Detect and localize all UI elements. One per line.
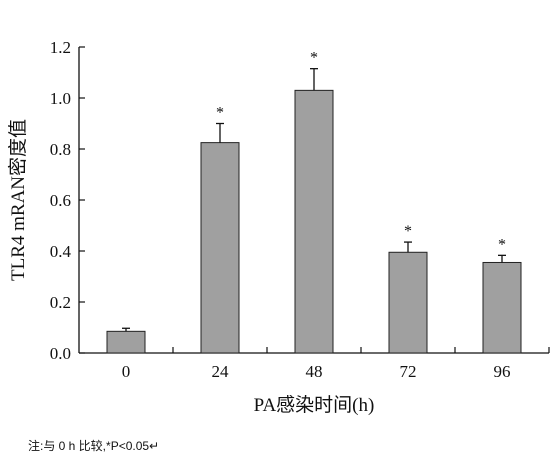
bar <box>482 261 522 354</box>
significance-star: * <box>216 105 224 122</box>
x-tick-label: 72 <box>400 362 417 381</box>
x-tick-label: 96 <box>494 362 511 381</box>
y-tick-label: 0.0 <box>50 344 71 363</box>
y-tick-label: 0.6 <box>50 191 71 210</box>
bars <box>106 89 522 354</box>
y-ticks: 0.0 0.2 0.4 0.6 0.8 1.0 1.2 <box>50 38 85 363</box>
significance-star: * <box>310 50 318 67</box>
y-tick-label: 0.2 <box>50 293 71 312</box>
significance-markers: * * * * <box>216 50 506 254</box>
bar <box>388 251 428 354</box>
bar <box>200 142 240 354</box>
y-tick-label: 1.0 <box>50 89 71 108</box>
bar <box>106 330 146 354</box>
error-bars <box>122 68 506 332</box>
significance-star: * <box>498 236 506 253</box>
bar-chart: 0.0 0.2 0.4 0.6 0.8 1.0 1.2 0 24 48 72 96 * * * * PA感… <box>7 38 550 416</box>
significance-star: * <box>404 223 412 240</box>
bar <box>294 89 334 354</box>
y-tick-label: 0.4 <box>50 242 72 261</box>
y-tick-label: 0.8 <box>50 140 71 159</box>
x-tick-label: 0 <box>122 362 131 381</box>
y-axis-title: TLR4 mRAN密度值 <box>7 119 29 281</box>
footnote: 注:与 0 h 比较,*P<0.05↵ <box>28 439 160 453</box>
x-ticks: 0 24 48 72 96 <box>122 347 550 381</box>
y-tick-label: 1.2 <box>50 38 71 57</box>
x-axis-title: PA感染时间(h) <box>254 394 375 416</box>
x-tick-label: 24 <box>212 362 230 381</box>
x-tick-label: 48 <box>306 362 323 381</box>
